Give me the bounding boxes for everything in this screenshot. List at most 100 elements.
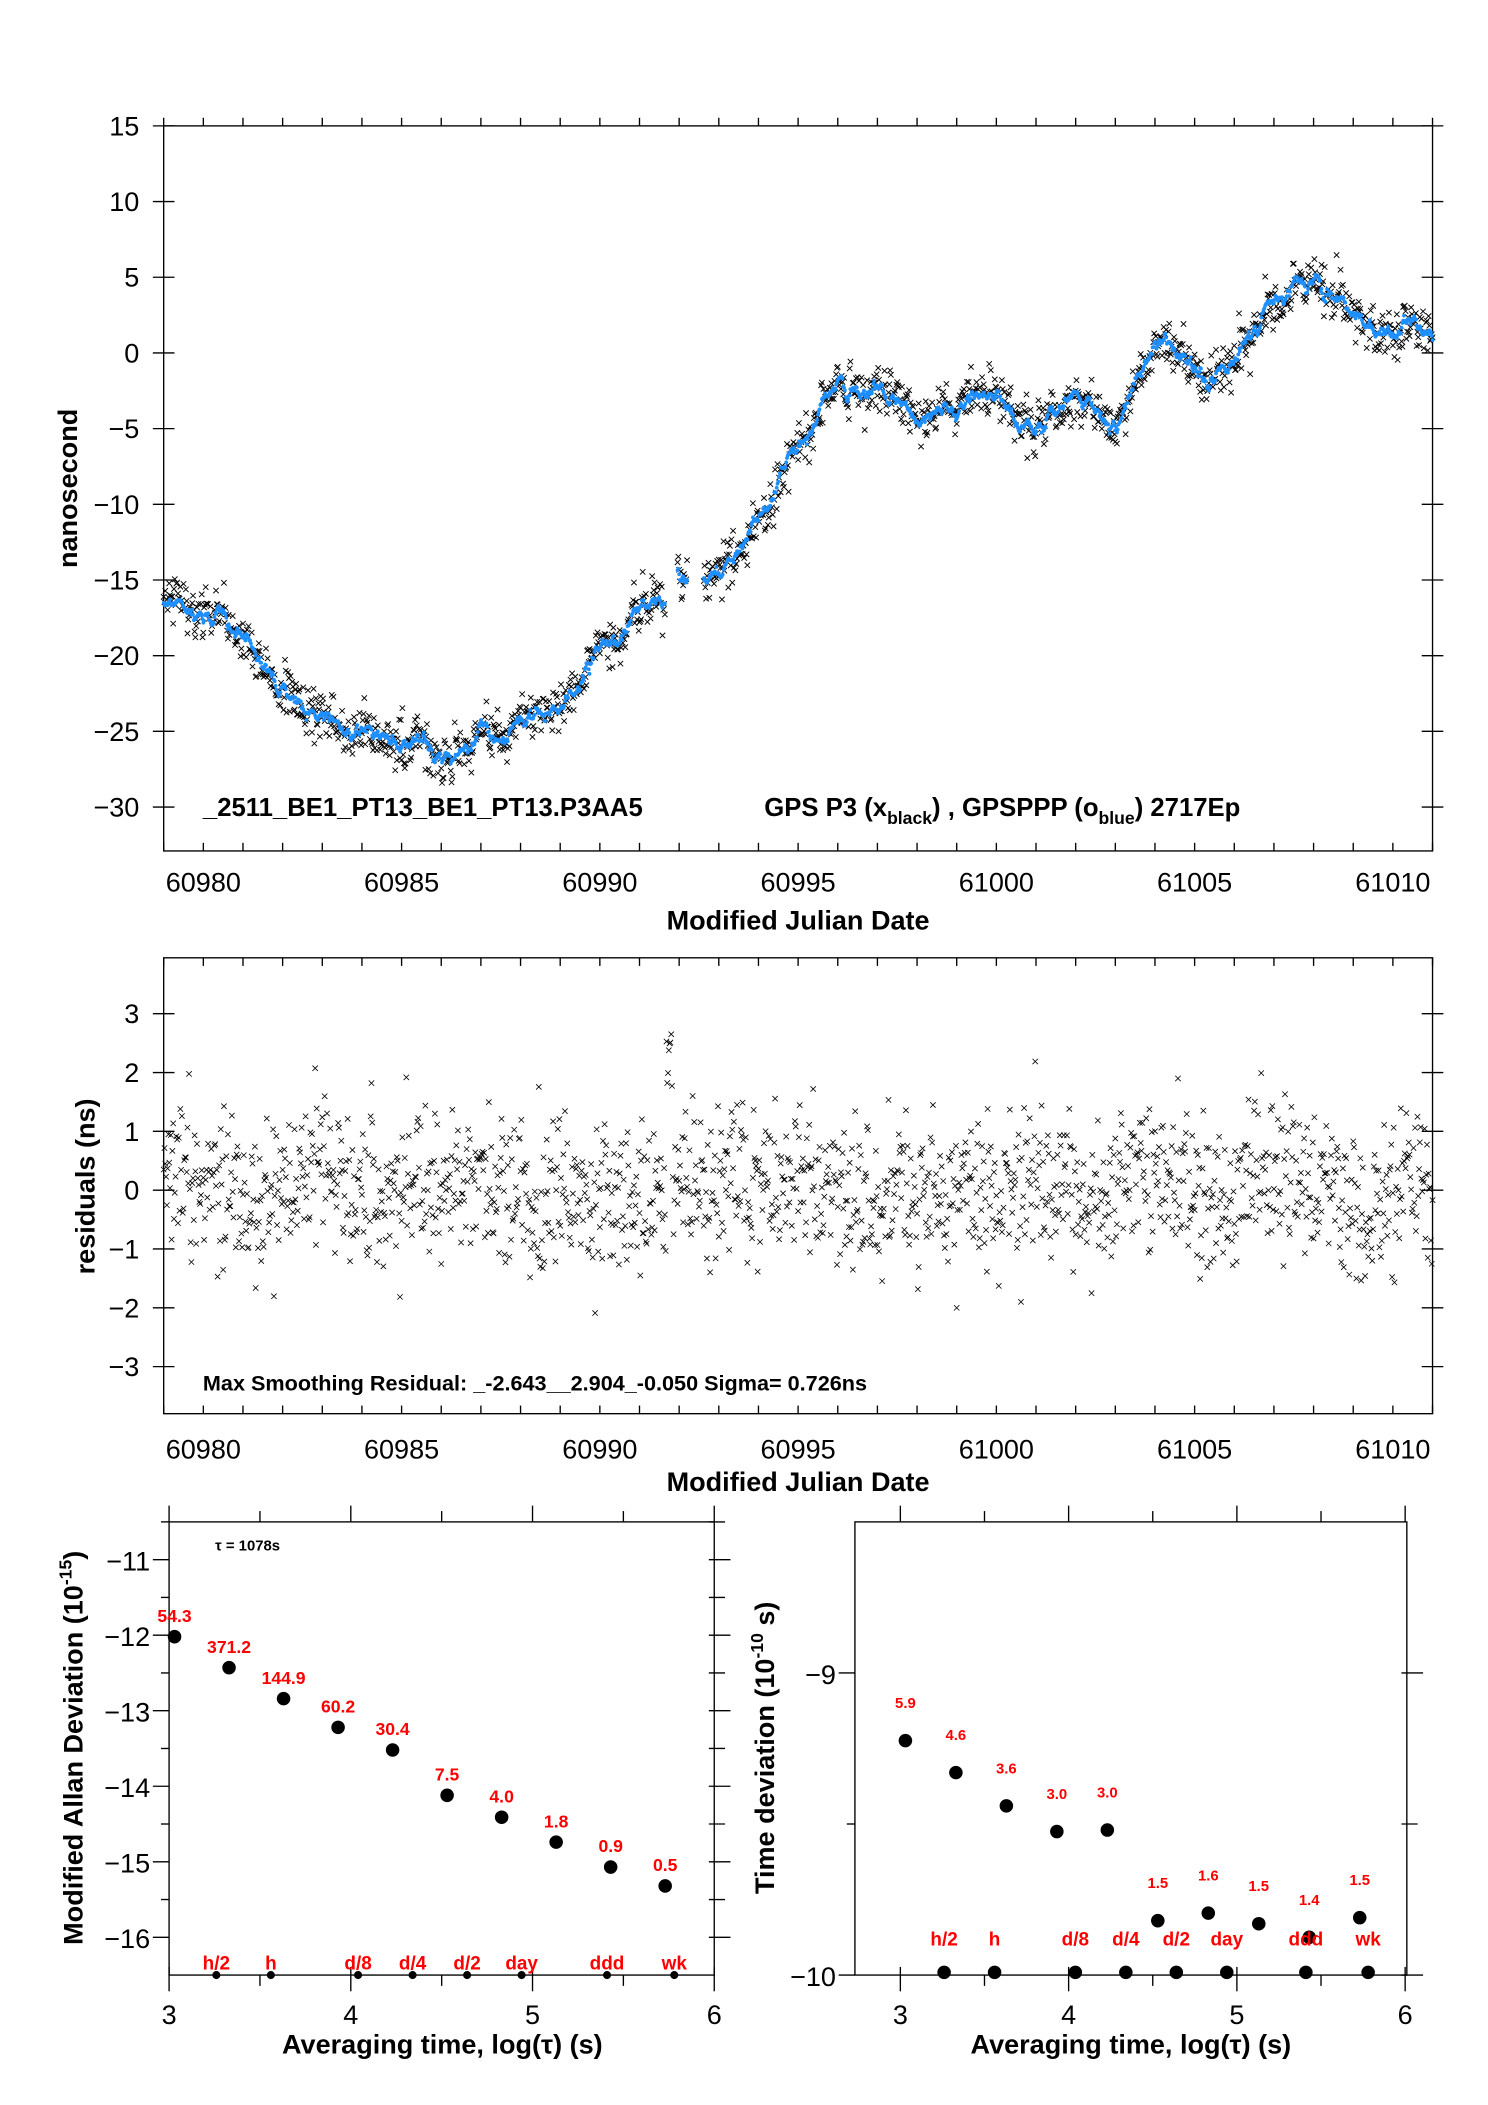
residual-x-point: [1076, 1186, 1083, 1193]
residual-x-point: [1021, 1105, 1028, 1112]
residual-x-point: [1400, 1208, 1407, 1215]
blue-o-point: [326, 711, 331, 716]
blue-o-point: [352, 733, 357, 737]
black-x-point: [1091, 424, 1098, 431]
blue-o-point: [490, 734, 495, 739]
residual-x-point: [1025, 1177, 1032, 1184]
black-x-point: [1073, 377, 1080, 384]
black-x-point: [561, 718, 568, 725]
residual-x-point: [431, 1110, 438, 1117]
blue-o-point: [1001, 400, 1006, 405]
residual-x-point: [553, 1187, 560, 1194]
residual-x-point: [964, 1149, 971, 1156]
residual-x-point: [449, 1106, 456, 1113]
black-x-point: [701, 562, 708, 569]
blue-o-point: [777, 475, 781, 479]
black-x-point: [296, 686, 303, 693]
residual-x-point: [1381, 1121, 1388, 1128]
residual-x-point: [339, 1224, 346, 1231]
residual-x-point: [634, 1191, 641, 1198]
black-x-point: [304, 687, 312, 694]
residual-x-point: [1266, 1152, 1273, 1159]
residual-x-point: [1221, 1146, 1228, 1153]
residual-x-point: [959, 1165, 966, 1172]
residual-x-point: [480, 1167, 487, 1174]
blue-o-point: [1011, 413, 1015, 418]
blue-o-point: [1429, 333, 1434, 338]
residual-x-point: [875, 1183, 882, 1190]
residual-x-point: [581, 1189, 588, 1196]
residual-x-point: [391, 1187, 398, 1194]
residual-x-point: [475, 1185, 482, 1192]
blue-o-point: [653, 601, 658, 606]
residual-x-point: [1282, 1173, 1289, 1180]
residual-x-point: [692, 1162, 699, 1169]
blue-o-point: [1214, 371, 1218, 376]
black-x-point: [929, 399, 936, 406]
black-x-point: [308, 697, 315, 704]
blue-o-point: [910, 411, 915, 416]
residual-x-point: [830, 1139, 836, 1146]
black-x-point: [412, 716, 419, 723]
blue-o-point: [430, 752, 435, 757]
residual-x-point: [1190, 1202, 1197, 1209]
black-x-point: [616, 627, 623, 634]
residual-x-point: [779, 1173, 786, 1180]
residual-x-point: [1143, 1115, 1150, 1122]
black-x-point: [1272, 283, 1279, 290]
residual-x-point: [1058, 1192, 1065, 1199]
black-x-point: [243, 654, 250, 661]
residual-x-point: [1366, 1215, 1373, 1222]
residual-x-point: [636, 1210, 643, 1217]
annotation-ppp-sub: blue: [1099, 808, 1135, 828]
blue-o-point: [410, 735, 415, 740]
residual-x-point: [688, 1219, 695, 1225]
black-x-point: [1220, 345, 1227, 352]
residual-x-point: [483, 1207, 490, 1214]
residual-x-point: [272, 1170, 279, 1177]
residual-x-point: [417, 1123, 424, 1130]
residual-x-point: [1025, 1166, 1032, 1173]
blue-o-point: [1106, 422, 1111, 427]
residual-x-point: [901, 1226, 908, 1233]
blue-o-point: [525, 716, 530, 720]
residual-x-point: [1004, 1164, 1011, 1171]
x-tick-label: 4: [343, 2000, 358, 2030]
residual-x-point: [846, 1159, 853, 1166]
residual-x-point: [1015, 1131, 1022, 1138]
blue-o-point: [598, 644, 603, 649]
blue-o-point: [591, 656, 596, 661]
residual-x-point: [1286, 1230, 1293, 1237]
residual-x-point: [220, 1266, 227, 1273]
black-x-point: [454, 736, 461, 744]
residual-x-point: [216, 1162, 223, 1169]
residual-x-point: [1238, 1213, 1245, 1220]
black-x-point: [256, 648, 263, 655]
residual-x-point: [799, 1167, 806, 1174]
blue-o-point: [956, 412, 961, 416]
black-x-point: [741, 554, 748, 561]
residual-x-point: [1355, 1242, 1362, 1249]
residual-x-point: [1392, 1229, 1399, 1236]
residual-x-point: [713, 1201, 720, 1208]
residual-x-point: [1390, 1124, 1397, 1131]
residual-x-point: [190, 1175, 197, 1182]
residual-x-point: [214, 1273, 221, 1280]
residual-x-point: [920, 1192, 927, 1199]
blue-o-point: [1305, 290, 1310, 295]
residual-x-point: [374, 1214, 381, 1221]
residual-x-point: [719, 1172, 726, 1179]
residual-x-point: [626, 1192, 633, 1199]
blue-o-point: [1107, 431, 1112, 436]
residual-x-point: [915, 1263, 922, 1270]
blue-o-point: [989, 392, 994, 397]
black-x-point: [872, 402, 879, 409]
residual-x-point: [338, 1137, 345, 1144]
residual-x-point: [1243, 1167, 1250, 1174]
residual-x-point: [912, 1201, 919, 1208]
residual-x-point: [209, 1204, 216, 1211]
residual-x-point: [571, 1155, 578, 1162]
residual-x-point: [563, 1199, 570, 1206]
residual-x-point: [878, 1212, 885, 1219]
residual-x-point: [582, 1171, 589, 1178]
